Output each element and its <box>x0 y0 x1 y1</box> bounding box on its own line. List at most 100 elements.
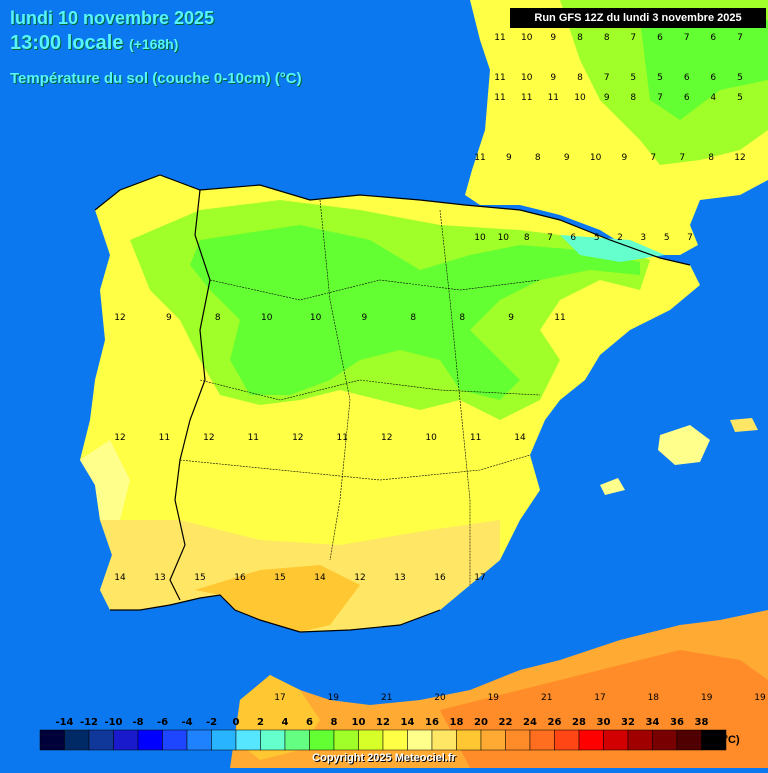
legend-tick-label: -2 <box>206 717 217 728</box>
grid-value: 9 <box>564 153 570 163</box>
legend-tick-label: 34 <box>646 717 660 728</box>
grid-value: 13 <box>394 573 405 583</box>
grid-value: 15 <box>194 573 205 583</box>
legend-swatch <box>284 729 310 751</box>
legend-swatch <box>529 729 555 751</box>
grid-value: 7 <box>684 33 690 43</box>
land-ibiza <box>600 478 625 495</box>
legend-tick-label: 30 <box>597 717 611 728</box>
grid-value: 6 <box>570 233 576 243</box>
grid-value: 10 <box>425 433 437 443</box>
grid-value: 20 <box>434 693 446 703</box>
grid-value: 8 <box>577 33 583 43</box>
value-grid: 11 10 9 8 8 7 6 7 6 7 11 10 9 8 7 5 5 6 6 5 11 11 11 10 9 8 7 6 4 5 11… <box>114 33 766 703</box>
legend-swatch <box>431 729 457 751</box>
legend-tick-label: -12 <box>80 717 98 728</box>
grid-value: 3 <box>640 233 646 243</box>
grid-value: 8 <box>604 33 610 43</box>
legend-tick-label: 32 <box>621 717 635 728</box>
legend-tick-label: 20 <box>474 717 488 728</box>
legend-swatch <box>260 729 286 751</box>
grid-value: 11 <box>470 433 481 443</box>
legend-swatch <box>211 729 237 751</box>
grid-value: 7 <box>630 33 636 43</box>
grid-value: 10 <box>310 313 322 323</box>
legend-tick-label: 22 <box>499 717 513 728</box>
grid-value: 8 <box>630 93 636 103</box>
legend-tick-label: -14 <box>55 717 73 728</box>
grid-value: 7 <box>604 73 610 83</box>
legend-swatch <box>407 729 433 751</box>
time-title: 13:00 locale (+168h) <box>10 32 178 55</box>
land-france-cold <box>640 20 768 120</box>
legend-swatch <box>652 729 678 751</box>
grid-value: 17 <box>274 693 285 703</box>
land-mallorca <box>658 425 710 465</box>
grid-value: 12 <box>354 573 365 583</box>
grid-value: 18 <box>648 693 660 703</box>
grid-value: 12 <box>203 433 214 443</box>
grid-value: 6 <box>684 93 690 103</box>
grid-value: 6 <box>684 73 690 83</box>
legend-swatch <box>382 729 408 751</box>
land-portugal-warm <box>80 440 130 520</box>
legend-swatch <box>480 729 506 751</box>
grid-value: 14 <box>314 573 326 583</box>
grid-value: 11 <box>474 153 485 163</box>
legend-tick-label: 8 <box>331 717 338 728</box>
grid-value: 17 <box>594 693 605 703</box>
grid-value: 11 <box>548 93 559 103</box>
grid-value: 7 <box>657 93 663 103</box>
grid-value: 5 <box>630 73 636 83</box>
grid-value: 9 <box>362 313 368 323</box>
grid-value: 12 <box>114 313 125 323</box>
legend-swatch <box>39 729 65 751</box>
land-andalucia-warmer <box>195 565 360 632</box>
grid-value: 12 <box>292 433 303 443</box>
grid-value: 9 <box>508 313 514 323</box>
legend-tick-label: 38 <box>695 717 709 728</box>
legend-bar: -14 -12 -10 -8 -6 -4 -2 0 2 4 6 8 10 12 14 16 18 20 22 24 26… <box>39 717 727 751</box>
legend-tick-label: 28 <box>572 717 586 728</box>
grid-value: 14 <box>514 433 526 443</box>
legend-swatch <box>235 729 261 751</box>
grid-value: 7 <box>650 153 656 163</box>
variable-title: Température du sol (couche 0-10cm) (°C) <box>10 70 302 87</box>
grid-value: 4 <box>710 93 716 103</box>
grid-value: 6 <box>657 33 663 43</box>
grid-value: 6 <box>710 33 716 43</box>
grid-value: 9 <box>550 73 556 83</box>
legend-tick-label: 24 <box>523 717 537 728</box>
legend-swatch <box>88 729 114 751</box>
legend-tick-label: 14 <box>401 717 415 728</box>
grid-value: 10 <box>590 153 602 163</box>
legend-swatch <box>578 729 604 751</box>
grid-value: 10 <box>521 73 533 83</box>
legend-tick-label: -8 <box>132 717 143 728</box>
legend-swatch <box>186 729 212 751</box>
legend-tick-label: 16 <box>425 717 439 728</box>
legend-swatch <box>162 729 188 751</box>
grid-value: 8 <box>708 153 714 163</box>
legend-tick-label: 36 <box>670 717 684 728</box>
grid-value: 16 <box>234 573 246 583</box>
grid-value: 15 <box>274 573 285 583</box>
grid-value: 21 <box>381 693 392 703</box>
grid-value: 5 <box>737 93 743 103</box>
legend-tick-label: 2 <box>257 717 264 728</box>
legend-swatch <box>603 729 629 751</box>
grid-value: 5 <box>594 233 600 243</box>
grid-value: 14 <box>114 573 126 583</box>
legend-tick-label: 12 <box>376 717 390 728</box>
legend-swatch <box>676 729 702 751</box>
land-pyrenees-coldest <box>560 235 665 262</box>
legend-tick-label: -4 <box>181 717 192 728</box>
date-title: lundi 10 novembre 2025 <box>10 8 215 28</box>
grid-value: 8 <box>410 313 416 323</box>
grid-value: 11 <box>494 33 505 43</box>
legend-tick-label: 4 <box>282 717 289 728</box>
grid-value: 19 <box>754 693 766 703</box>
forecast-offset: (+168h) <box>128 36 179 52</box>
grid-value: 7 <box>737 33 743 43</box>
